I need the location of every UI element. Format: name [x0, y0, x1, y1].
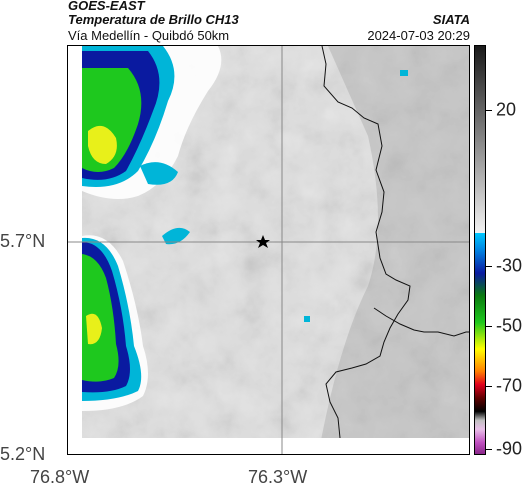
small-cell-north [140, 162, 178, 185]
colorbar-label-minus50: -50 [496, 315, 523, 336]
colorbar-warm-segment [475, 46, 485, 233]
colorbar-tick-mark [486, 386, 492, 387]
convective-cell-west [82, 235, 148, 411]
colorbar-tick-mark [486, 266, 492, 267]
map-bottom-margin [68, 438, 469, 454]
department-border [321, 46, 411, 439]
product-title: Temperatura de Brillo CH13 [68, 12, 239, 27]
colorbar-tick-mark [486, 326, 492, 327]
colorbar-label-minus70: -70 [496, 375, 523, 396]
colorbar-tick-mark [486, 110, 492, 111]
convective-cell-northwest [82, 46, 222, 200]
longitude-tick-768: 76.8°W [30, 467, 90, 487]
star-icon [256, 235, 270, 248]
darker-region-east [318, 46, 469, 454]
small-cell-center [162, 227, 190, 245]
latitude-tick-57: 5.7°N [0, 231, 46, 251]
small-cell-northeast [400, 70, 408, 76]
satellite-title: GOES-EAST [68, 0, 145, 13]
colorbar-label-minus90: -90 [496, 438, 523, 459]
satellite-map[interactable] [67, 45, 470, 455]
region-subtitle: Vía Medellín - Quibdó 50km [68, 28, 230, 43]
colorbar-tick-mark [486, 449, 492, 450]
district-border [373, 307, 469, 337]
colorbar-label-20: 20 [496, 99, 517, 120]
colorbar-label-minus30: -30 [496, 255, 523, 276]
organization-label: SIATA [432, 12, 470, 27]
datetime-label: 2024-07-03 20:29 [367, 28, 470, 43]
latitude-tick-52: 5.2°N [0, 444, 46, 464]
temperature-colorbar [474, 45, 486, 455]
colorbar-cold-segment [475, 233, 485, 454]
longitude-tick-763: 76.3°W [248, 467, 308, 487]
small-cell-south [304, 316, 310, 322]
